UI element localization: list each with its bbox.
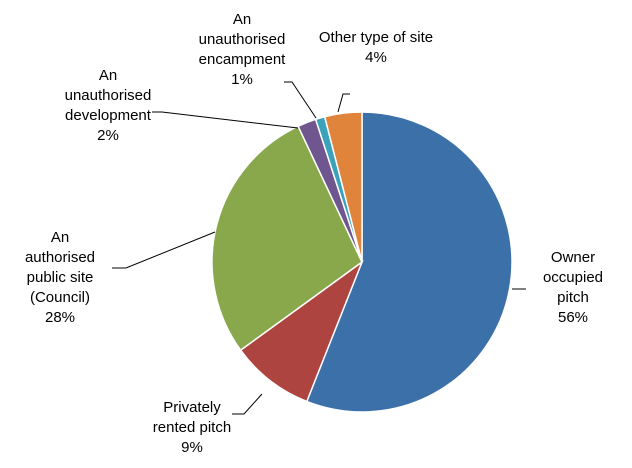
pie-slice [305, 111, 513, 413]
value-label: 4% [365, 49, 387, 66]
slice-label: An unauthorised encampment 1% [190, 10, 294, 90]
slice-label: Privately rented pitch 9% [140, 398, 244, 458]
value-label: 1% [231, 71, 253, 88]
slice-label: An unauthorised development 2% [56, 66, 160, 146]
category-label: Other type of site [318, 29, 434, 46]
category-label: Privately rented pitch [152, 399, 232, 436]
category-label: An authorised public site (Council) [24, 229, 96, 306]
leader-line [337, 93, 350, 113]
leader-line [112, 231, 216, 269]
leader-line [284, 81, 317, 119]
slice-label: Other type of site 4% [316, 28, 436, 68]
leader-line [152, 111, 299, 129]
value-label: 28% [44, 309, 76, 326]
category-label: An unauthorised development [64, 67, 152, 124]
category-label: An unauthorised encampment [198, 11, 286, 68]
pie-slice [239, 259, 364, 403]
slice-label: An authorised public site (Council) 28% [14, 228, 106, 328]
value-label: 9% [181, 439, 203, 456]
value-label: 2% [97, 127, 119, 144]
slice-label: Owner occupied pitch 56% [532, 248, 614, 328]
pie-slice [211, 125, 363, 352]
pie-slice [323, 111, 363, 263]
leader-line [232, 393, 263, 415]
category-label: Owner occupied pitch [542, 249, 604, 306]
value-label: 56% [557, 309, 589, 326]
slices [211, 111, 513, 413]
